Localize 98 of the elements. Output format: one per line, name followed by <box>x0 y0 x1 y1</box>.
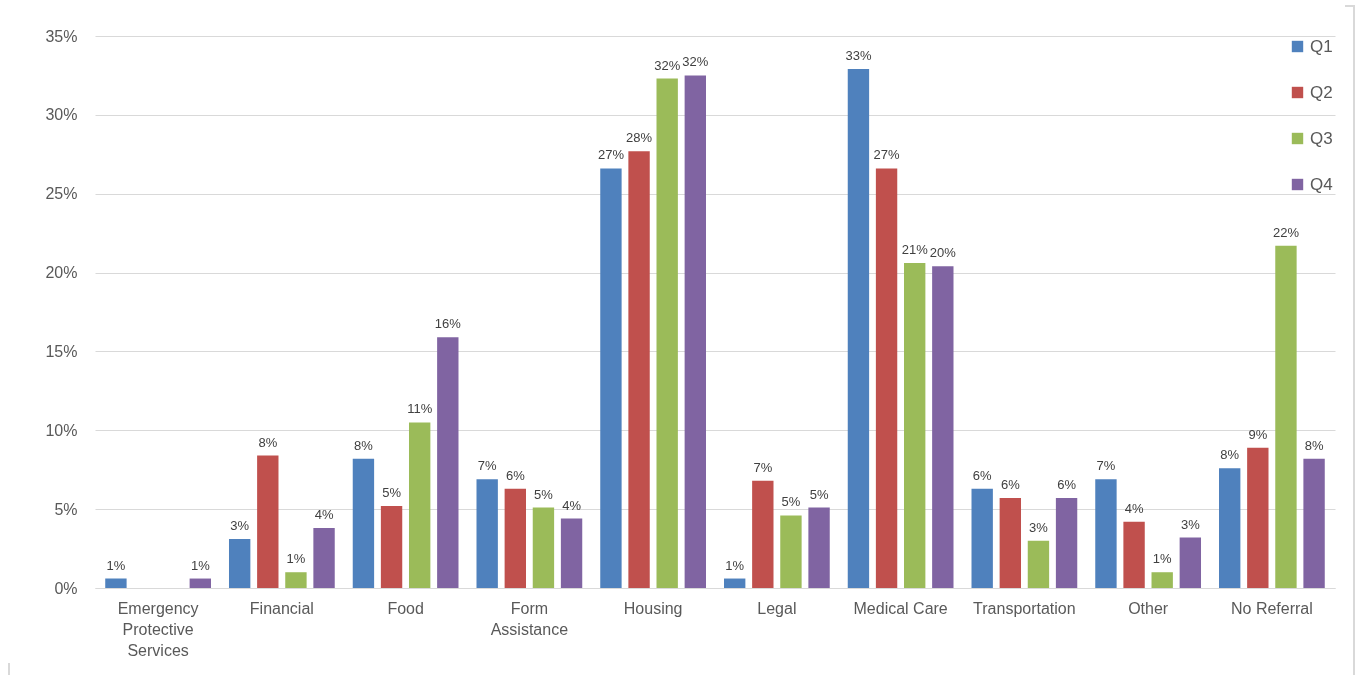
y-tick-label: 25% <box>45 185 78 203</box>
legend-label: Q4 <box>1310 174 1333 194</box>
x-tick-label: Financial <box>249 599 314 617</box>
bar <box>1055 498 1078 588</box>
bar <box>1027 540 1050 588</box>
bar <box>408 422 431 588</box>
bar <box>560 518 583 588</box>
data-label: 21% <box>901 242 929 258</box>
data-label: 33% <box>845 48 872 64</box>
bar <box>808 507 830 588</box>
y-tick-label: 30% <box>45 106 78 124</box>
bar <box>1247 447 1269 588</box>
data-label: 5% <box>809 486 829 502</box>
bar <box>600 168 622 588</box>
bar <box>1123 521 1145 588</box>
bar <box>504 488 526 588</box>
data-label: 7% <box>753 459 773 475</box>
bar <box>1151 572 1173 588</box>
data-label: 20% <box>929 245 957 261</box>
x-tick-label: Emergency Protective Services <box>117 599 199 659</box>
bar <box>437 337 459 588</box>
bar <box>476 479 498 588</box>
bar <box>724 578 746 588</box>
bar <box>313 528 335 588</box>
data-label: 1% <box>1152 551 1173 567</box>
x-tick-label: Legal <box>757 599 797 617</box>
legend-label: Q1 <box>1310 36 1333 56</box>
data-label: 32% <box>654 57 681 73</box>
data-label: 5% <box>534 486 554 502</box>
data-label: 6% <box>1000 477 1021 493</box>
x-tick-label: Other <box>1128 599 1169 617</box>
bar <box>380 505 403 588</box>
data-label: 1% <box>106 557 126 573</box>
bar <box>285 572 307 588</box>
data-label: 11% <box>407 401 433 417</box>
bar <box>628 151 650 588</box>
y-tick-label: 15% <box>45 342 78 360</box>
bar <box>780 515 802 588</box>
legend-label: Q3 <box>1310 128 1333 148</box>
bar <box>932 266 954 588</box>
x-tick-label: Food <box>387 599 424 617</box>
data-label: 4% <box>314 507 334 523</box>
data-label: 3% <box>1029 519 1049 535</box>
bar <box>189 578 211 588</box>
y-tick-label: 5% <box>54 500 78 518</box>
bar <box>1303 458 1325 588</box>
bar <box>904 263 926 588</box>
data-label: 4% <box>1124 500 1144 516</box>
data-label: 8% <box>258 434 278 450</box>
data-label: 1% <box>725 557 745 573</box>
bar <box>1275 245 1297 588</box>
data-label: 5% <box>382 484 402 500</box>
data-label: 32% <box>682 54 709 70</box>
x-tick-label: No Referral <box>1230 599 1313 617</box>
y-tick-label: 0% <box>54 579 78 597</box>
data-label: 5% <box>781 494 801 510</box>
x-tick-label: Transportation <box>973 599 1076 617</box>
data-label: 3% <box>230 518 250 534</box>
bar <box>1095 479 1117 588</box>
bar <box>105 578 127 588</box>
bar <box>971 488 993 588</box>
y-tick-label: 10% <box>45 421 78 439</box>
data-label: 28% <box>626 130 653 146</box>
data-label: 27% <box>873 147 901 163</box>
bar <box>1219 468 1241 588</box>
data-label: 1% <box>286 551 306 567</box>
bar <box>847 69 870 588</box>
data-label: 8% <box>1304 437 1324 453</box>
bar <box>684 75 706 588</box>
data-label: 8% <box>354 437 374 453</box>
data-label: 7% <box>477 458 498 474</box>
bar <box>999 498 1022 588</box>
data-label: 9% <box>1248 426 1268 442</box>
data-label: 22% <box>1272 224 1300 240</box>
x-tick-label: Medical Care <box>853 599 948 617</box>
data-label: 6% <box>505 467 526 483</box>
y-tick-label: 35% <box>45 27 78 45</box>
data-label: 6% <box>1057 477 1077 493</box>
data-label: 3% <box>1180 516 1201 532</box>
x-tick-label: Form Assistance <box>490 599 569 638</box>
bar <box>752 480 774 588</box>
data-label: 27% <box>597 147 625 163</box>
bar <box>532 507 555 588</box>
bar <box>875 168 898 588</box>
data-label: 7% <box>1096 458 1116 474</box>
data-label: 1% <box>190 557 211 573</box>
x-tick-label: Housing <box>623 599 683 617</box>
bar <box>257 455 279 588</box>
bar <box>352 458 375 588</box>
bar <box>228 539 251 588</box>
bar <box>656 78 678 588</box>
data-label: 6% <box>972 467 993 483</box>
data-label: 16% <box>434 316 462 332</box>
bar <box>1179 537 1202 588</box>
legend-label: Q2 <box>1310 82 1333 102</box>
data-label: 8% <box>1220 447 1240 463</box>
y-tick-label: 20% <box>45 264 78 282</box>
data-label: 4% <box>562 497 582 513</box>
